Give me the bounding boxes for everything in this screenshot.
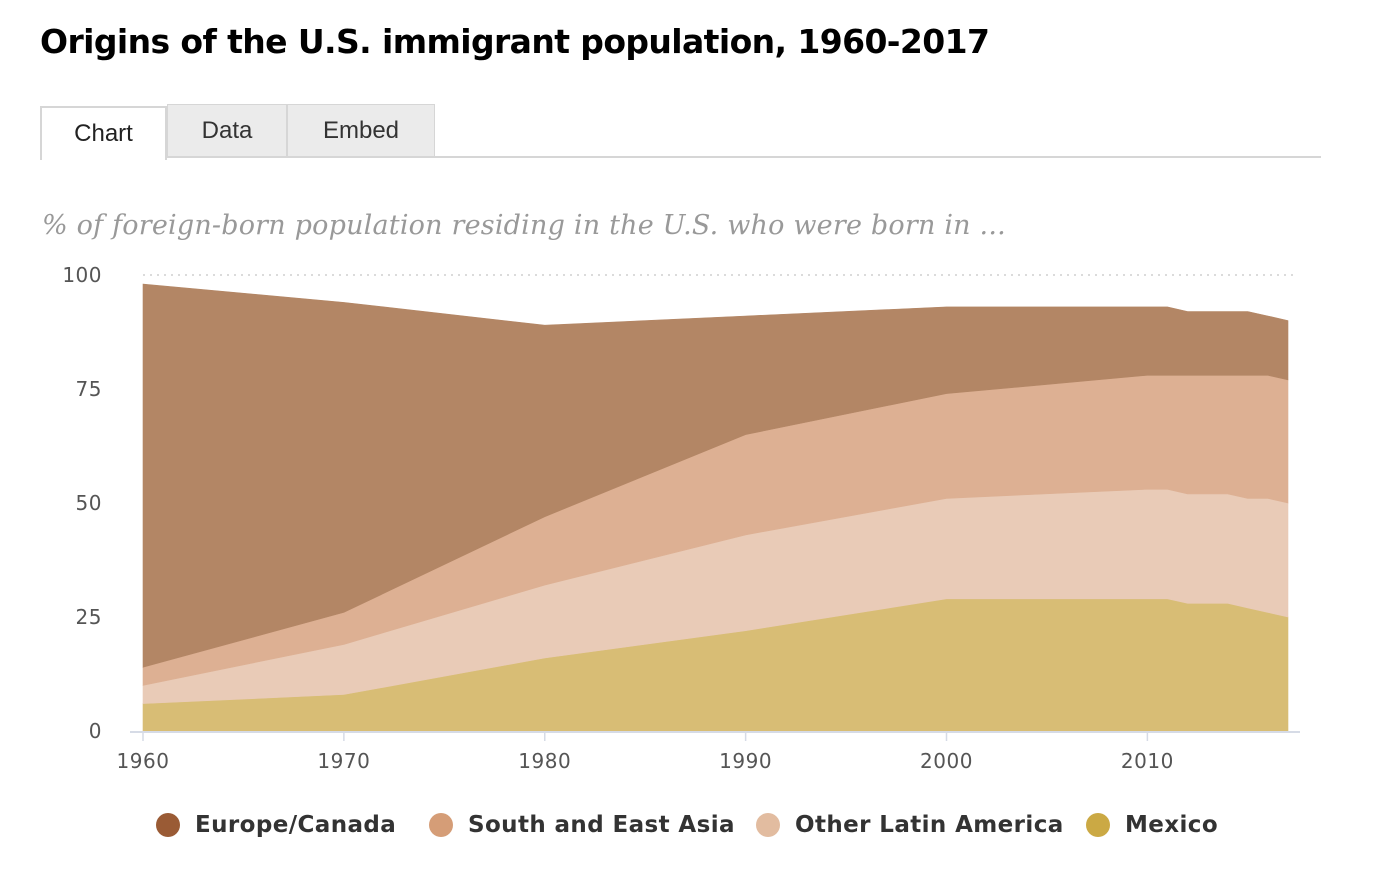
- area-layers: [142, 283, 1289, 732]
- x-tick-label: 1980: [518, 749, 571, 773]
- legend-item-other-latin-america[interactable]: Other Latin America: [756, 805, 1064, 845]
- chart-title: Origins of the U.S. immigrant population…: [40, 22, 990, 61]
- tab-embed[interactable]: Embed: [287, 104, 435, 156]
- legend-swatch: [1086, 813, 1110, 837]
- x-tick-label: 1970: [317, 749, 370, 773]
- chart-subtitle: % of foreign-born population residing in…: [42, 210, 1006, 241]
- x-axis: 1960 1970 1980 1990 2000 2010: [117, 731, 1300, 773]
- area-europe-canada: [142, 283, 1289, 668]
- tabs-baseline: [40, 156, 1321, 158]
- x-tick-label: 1990: [719, 749, 772, 773]
- legend-label: Other Latin America: [795, 812, 1064, 838]
- legend-label: Europe/Canada: [195, 812, 397, 838]
- legend-swatch: [756, 813, 780, 837]
- chart-legend: Europe/Canada South and East Asia Other La…: [0, 805, 1396, 845]
- y-tick-label: 25: [76, 605, 102, 629]
- legend-item-europe-canada[interactable]: Europe/Canada: [156, 805, 396, 845]
- y-tick-label: 75: [76, 377, 102, 401]
- view-tabs: Chart Data Embed: [40, 104, 1321, 160]
- legend-item-south-and-east-asia[interactable]: South and East Asia: [429, 805, 735, 845]
- legend-swatch: [429, 813, 453, 837]
- tab-chart[interactable]: Chart: [40, 106, 167, 160]
- tab-data[interactable]: Data: [167, 104, 287, 156]
- y-axis: 0 25 50 75 100: [62, 263, 102, 743]
- y-tick-label: 100: [62, 263, 102, 287]
- legend-swatch: [156, 813, 180, 837]
- legend-label: Mexico: [1125, 812, 1219, 838]
- x-tick-label: 2010: [1121, 749, 1174, 773]
- y-tick-label: 50: [76, 491, 102, 515]
- x-tick-label: 1960: [117, 749, 170, 773]
- legend-label: South and East Asia: [468, 812, 735, 838]
- area-chart: 0 25 50 75 100 1960 1970 1980 1990 2000 2010: [62, 263, 1300, 773]
- legend-item-mexico[interactable]: Mexico: [1086, 805, 1218, 845]
- x-tick-label: 2000: [920, 749, 973, 773]
- y-tick-label: 0: [89, 719, 102, 743]
